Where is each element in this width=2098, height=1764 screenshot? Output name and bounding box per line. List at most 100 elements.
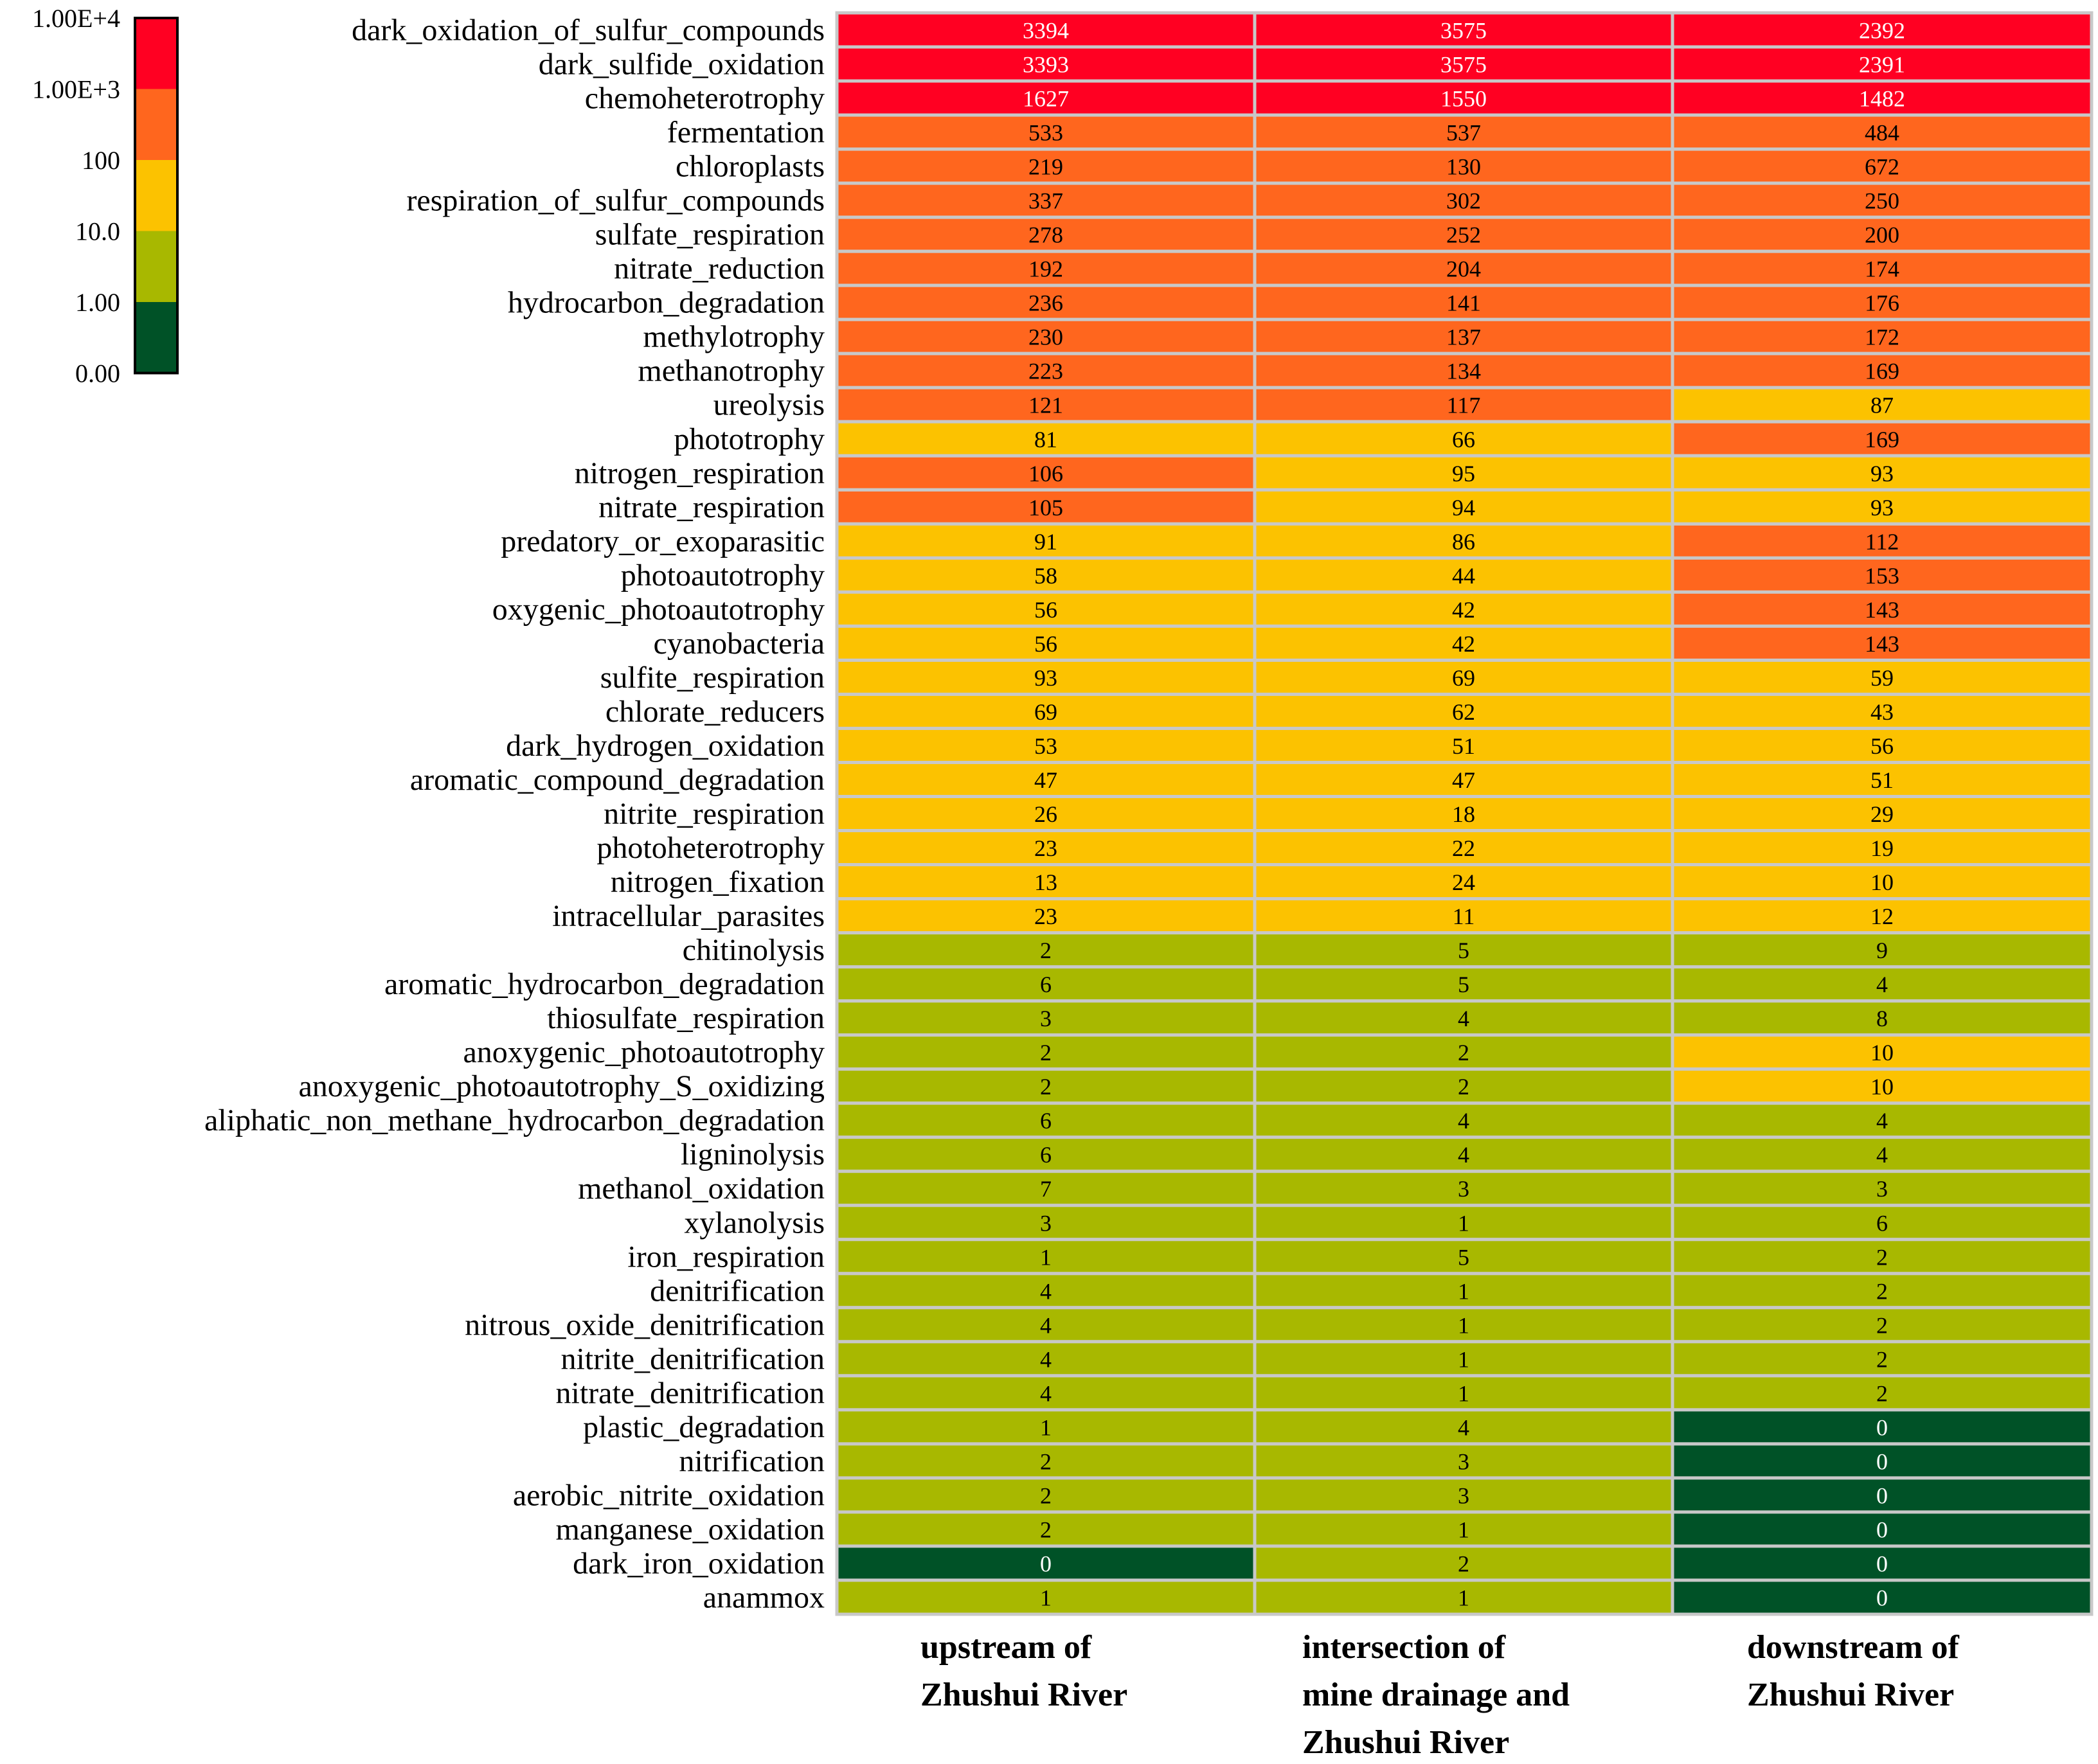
heatmap-cell bbox=[1671, 1578, 2094, 1616]
row-label: denitrification bbox=[650, 1274, 825, 1308]
heatmap-cell bbox=[1671, 1374, 2094, 1412]
heatmap-cell bbox=[1253, 760, 1674, 798]
cell-value-label: 94 bbox=[1452, 495, 1475, 521]
row-label: nitrite_denitrification bbox=[560, 1342, 825, 1376]
heatmap-cell bbox=[835, 658, 1257, 696]
heatmap-cell bbox=[1671, 999, 2094, 1037]
heatmap-cell bbox=[835, 79, 1257, 117]
heatmap-cell bbox=[1671, 760, 2094, 798]
cell-value-label: 169 bbox=[1865, 427, 1899, 452]
cell-value-label: 672 bbox=[1865, 154, 1899, 180]
row-label: intracellular_parasites bbox=[552, 899, 825, 933]
cell-value-label: 3575 bbox=[1440, 18, 1487, 44]
cell-value-label: 81 bbox=[1034, 427, 1057, 452]
cell-value-label: 3393 bbox=[1023, 52, 1069, 78]
cell-value-label: 47 bbox=[1452, 767, 1475, 793]
row-label: nitrogen_respiration bbox=[575, 456, 825, 490]
legend: 1.00E+4 1.00E+3 100 10.0 1.00 0.00 bbox=[32, 4, 179, 388]
row-label: photoheterotrophy bbox=[596, 831, 825, 865]
cell-value-label: 5 bbox=[1458, 1244, 1469, 1270]
row-label: fermentation bbox=[667, 116, 825, 150]
heatmap-cell bbox=[835, 1578, 1257, 1616]
cell-value-label: 172 bbox=[1865, 325, 1899, 350]
heatmap-cell bbox=[1253, 726, 1674, 764]
cell-value-label: 19 bbox=[1870, 835, 1894, 861]
heatmap-cell bbox=[1671, 624, 2094, 662]
cell-value-label: 26 bbox=[1034, 801, 1057, 827]
cell-value-label: 9 bbox=[1876, 938, 1888, 963]
cell-value-label: 7 bbox=[1040, 1176, 1052, 1202]
cell-value-label: 2391 bbox=[1859, 52, 1905, 78]
cell-value-label: 2 bbox=[1876, 1278, 1888, 1304]
cell-value-label: 6 bbox=[1876, 1210, 1888, 1236]
heatmap-cell bbox=[1671, 1101, 2094, 1139]
cell-value-label: 1 bbox=[1458, 1312, 1469, 1338]
heatmap-cell bbox=[1253, 79, 1674, 117]
heatmap-cell bbox=[835, 726, 1257, 764]
cell-value-label: 6 bbox=[1040, 972, 1052, 997]
row-label: dark_oxidation_of_sulfur_compounds bbox=[352, 13, 825, 48]
cell-value-label: 6 bbox=[1040, 1142, 1052, 1168]
row-label: aromatic_hydrocarbon_degradation bbox=[384, 967, 825, 1001]
cell-value-label: 134 bbox=[1446, 359, 1481, 384]
heatmap-cell bbox=[1671, 522, 2094, 560]
heatmap-cell bbox=[1671, 488, 2094, 526]
cell-value-label: 2 bbox=[1040, 1448, 1052, 1474]
cell-value-label: 69 bbox=[1452, 665, 1475, 691]
row-label: methanotrophy bbox=[638, 354, 825, 388]
cell-value-label: 2 bbox=[1040, 1483, 1052, 1508]
row-label: anoxygenic_photoautotrophy_S_oxidizing bbox=[298, 1069, 825, 1103]
cell-value-label: 24 bbox=[1452, 869, 1475, 895]
heatmap-cell bbox=[1671, 352, 2094, 389]
heatmap-cell bbox=[1671, 1204, 2094, 1242]
cell-value-label: 3394 bbox=[1023, 18, 1069, 44]
heatmap-cell bbox=[1671, 897, 2094, 935]
row-label: sulfate_respiration bbox=[595, 218, 825, 252]
heatmap-cell bbox=[835, 624, 1257, 662]
cell-value-label: 53 bbox=[1034, 733, 1057, 759]
cell-value-label: 56 bbox=[1034, 631, 1057, 657]
heatmap-cell bbox=[1671, 863, 2094, 901]
cell-value-label: 4 bbox=[1876, 1108, 1888, 1134]
heatmap-cell bbox=[835, 1340, 1257, 1378]
heatmap-cell bbox=[1671, 1306, 2094, 1344]
cell-value-label: 42 bbox=[1452, 631, 1475, 657]
cell-value-label: 169 bbox=[1865, 359, 1899, 384]
cell-value-label: 1 bbox=[1458, 1210, 1469, 1236]
heatmap-cell bbox=[1671, 317, 2094, 355]
cell-value-label: 1 bbox=[1458, 1585, 1469, 1610]
cell-value-label: 44 bbox=[1452, 563, 1475, 589]
heatmap-cell bbox=[1671, 1170, 2094, 1207]
cell-value-label: 1550 bbox=[1440, 86, 1487, 112]
heatmap-cell bbox=[1671, 829, 2094, 867]
column-labels: upstream of Zhushui River intersection of m… bbox=[920, 1629, 1959, 1761]
cell-value-label: 87 bbox=[1870, 393, 1894, 418]
heatmap-cell bbox=[1671, 1238, 2094, 1276]
cell-value-label: 2 bbox=[1040, 1074, 1052, 1100]
cell-value-label: 4 bbox=[1458, 1414, 1469, 1440]
cell-value-label: 43 bbox=[1870, 699, 1894, 725]
heatmap-cell bbox=[1253, 931, 1674, 969]
heatmap-cell bbox=[1671, 556, 2094, 594]
heatmap-cell bbox=[835, 692, 1257, 730]
row-label: phototrophy bbox=[674, 422, 825, 456]
row-label: manganese_oxidation bbox=[555, 1512, 825, 1546]
row-label: chemoheterotrophy bbox=[585, 82, 825, 116]
cell-value-label: 5 bbox=[1458, 938, 1469, 963]
legend-label: 1.00E+4 bbox=[32, 4, 120, 33]
cell-value-label: 56 bbox=[1870, 733, 1894, 759]
cell-value-label: 56 bbox=[1034, 597, 1057, 623]
legend-swatch bbox=[135, 18, 177, 89]
row-label: hydrocarbon_degradation bbox=[508, 286, 825, 320]
legend-swatch bbox=[135, 89, 177, 160]
heatmap-cell bbox=[1671, 726, 2094, 764]
cell-value-label: 91 bbox=[1034, 529, 1057, 555]
column-label: downstream of Zhushui River bbox=[1747, 1629, 1959, 1713]
cell-value-label: 533 bbox=[1028, 120, 1063, 146]
cell-value-label: 10 bbox=[1870, 1074, 1894, 1100]
cell-value-label: 2 bbox=[1876, 1312, 1888, 1338]
row-label: chitinolysis bbox=[683, 933, 825, 967]
cell-value-label: 200 bbox=[1865, 222, 1899, 248]
cell-value-label: 23 bbox=[1034, 904, 1057, 929]
heatmap-cell bbox=[1253, 863, 1674, 901]
